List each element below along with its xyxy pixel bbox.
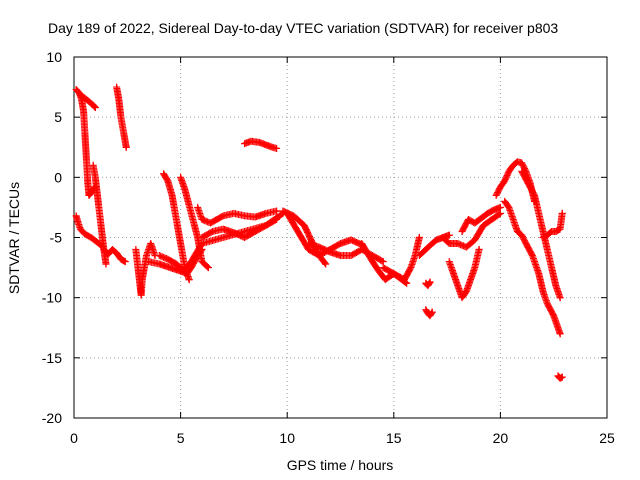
x-tick-labels: 0 5 10 15 20 25 xyxy=(70,430,615,446)
data-point xyxy=(427,309,435,317)
y-tick-label: -10 xyxy=(42,290,62,306)
series-arc-c xyxy=(72,212,106,250)
series-arc-aa xyxy=(501,197,564,338)
series-arc-m xyxy=(198,215,281,241)
data-points xyxy=(72,83,566,382)
data-point xyxy=(91,104,99,112)
data-point xyxy=(403,279,411,287)
plot-frame xyxy=(73,56,608,419)
data-point xyxy=(121,258,129,266)
data-point xyxy=(204,264,212,272)
series-arc-s xyxy=(379,234,423,284)
y-tick-label: 0 xyxy=(54,169,62,185)
series-arc-z xyxy=(492,158,539,205)
data-point xyxy=(122,143,130,151)
data-point xyxy=(203,263,211,271)
data-point xyxy=(378,257,386,265)
series-arc-x xyxy=(445,246,483,302)
series-arc-t xyxy=(415,231,453,260)
chart-title: Day 189 of 2022, Sidereal Day-to-day VTE… xyxy=(48,20,558,36)
series-arc-g xyxy=(132,240,159,299)
x-tick-label: 15 xyxy=(386,430,402,446)
data-point xyxy=(445,231,453,239)
data-point xyxy=(558,373,566,381)
x-tick-label: 10 xyxy=(279,430,295,446)
axis-ticks xyxy=(73,56,608,419)
data-point xyxy=(273,207,281,215)
data-point xyxy=(556,294,564,302)
y-tick-label: 10 xyxy=(46,49,62,65)
data-point xyxy=(271,216,279,224)
data-point xyxy=(557,374,565,382)
series-arc-e xyxy=(100,246,129,266)
data-point xyxy=(558,209,566,217)
series-arc-v xyxy=(422,278,434,290)
data-point xyxy=(496,209,504,217)
x-axis-label: GPS time / hours xyxy=(287,457,394,473)
series-arc-w xyxy=(439,209,504,251)
data-point xyxy=(273,215,281,223)
y-tick-labels: -20 -15 -10 -5 0 5 10 xyxy=(42,49,62,426)
series-arc-ad xyxy=(554,372,566,382)
data-point xyxy=(496,203,504,211)
series-arc-ab xyxy=(518,167,564,302)
x-tick-label: 25 xyxy=(599,430,615,446)
data-point xyxy=(273,144,281,152)
data-point xyxy=(321,259,329,267)
y-tick-label: -5 xyxy=(50,230,63,246)
series-arc-l xyxy=(194,203,281,227)
series-arc-k xyxy=(177,173,212,272)
data-point xyxy=(185,276,193,284)
series-arc-u xyxy=(422,306,436,320)
data-point xyxy=(428,308,436,316)
data-point xyxy=(426,278,434,286)
series-arc-n xyxy=(241,137,281,152)
data-point xyxy=(90,102,98,110)
data-point xyxy=(415,234,423,241)
x-tick-label: 0 xyxy=(70,430,78,446)
y-axis-label: SDTVAR / TECUs xyxy=(6,182,22,294)
y-tick-label: -20 xyxy=(42,410,62,426)
data-point xyxy=(120,257,128,265)
data-point xyxy=(495,210,503,218)
series-arc-y xyxy=(458,203,504,235)
series-arc-ac xyxy=(539,209,566,241)
series-arc-a xyxy=(72,85,99,199)
y-tick-label: 5 xyxy=(54,109,62,125)
x-tick-label: 20 xyxy=(493,430,509,446)
series-arc-j xyxy=(160,170,193,284)
y-tick-label: -15 xyxy=(42,350,62,366)
data-point xyxy=(556,330,564,338)
series-arc-b xyxy=(76,92,99,112)
data-point xyxy=(379,258,387,266)
data-point xyxy=(425,279,433,287)
grid xyxy=(74,57,607,418)
data-point xyxy=(322,260,330,268)
data-point xyxy=(102,260,110,268)
data-point xyxy=(91,103,99,111)
series-arc-f xyxy=(113,83,130,151)
x-tick-label: 5 xyxy=(177,430,185,446)
data-point xyxy=(475,246,483,254)
